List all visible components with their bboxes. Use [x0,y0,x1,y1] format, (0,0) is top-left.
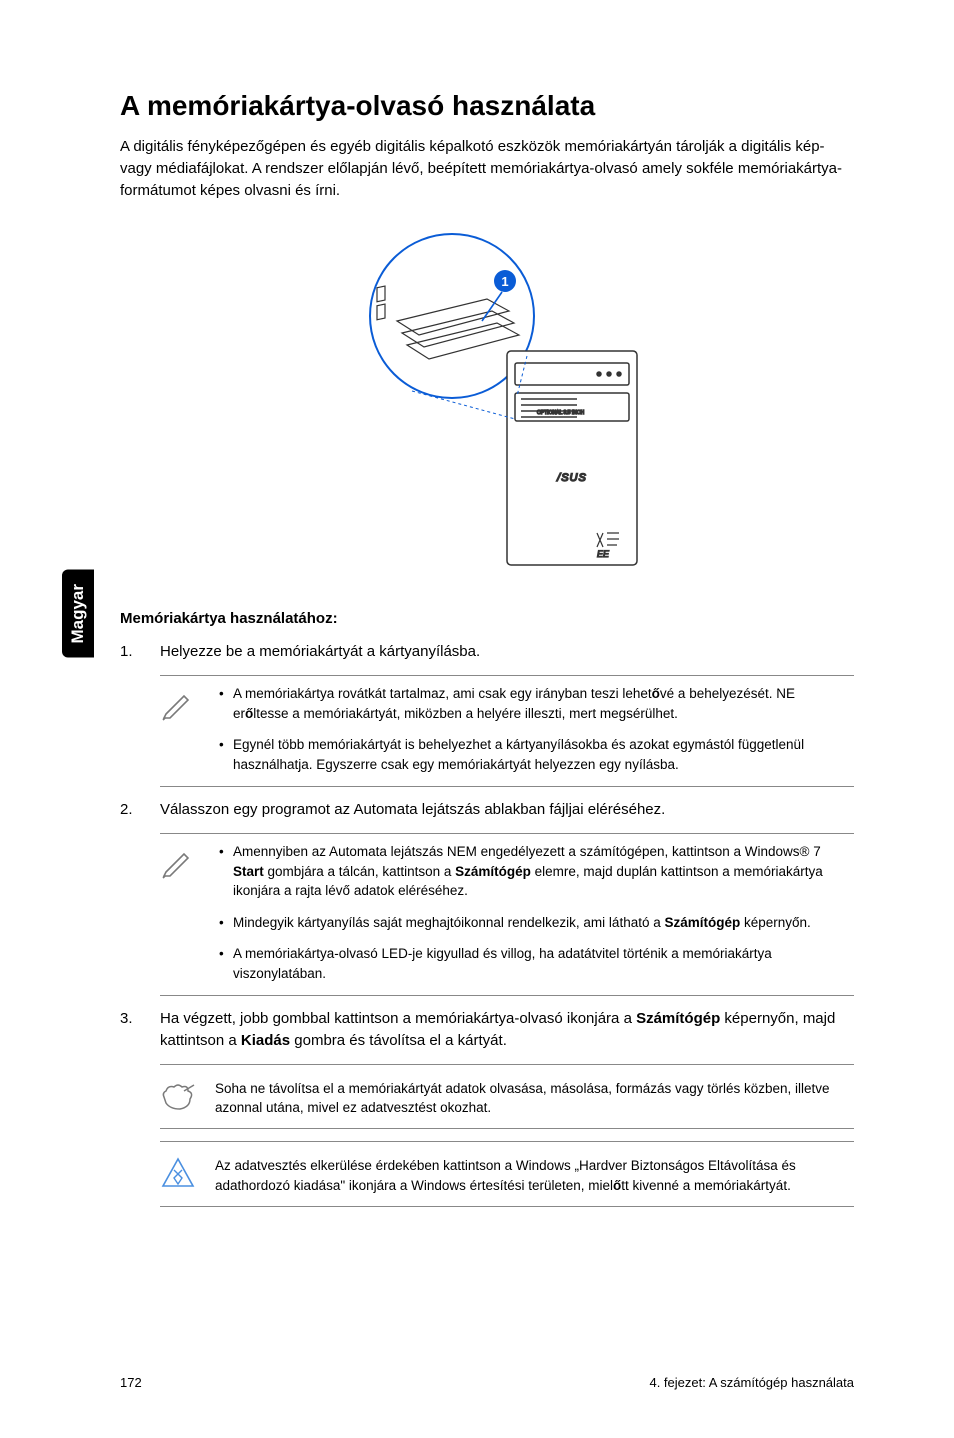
step-1: 1. Helyezze be a memóriakártyát a kártya… [120,641,854,663]
note-block-4: Az adatvesztés elkerülése érdekében katt… [160,1141,854,1207]
note2-item3: A memóriakártya-olvasó LED-je kigyullad … [215,944,854,983]
page-number: 172 [120,1375,142,1390]
pc-tower: OPTIONAL 3.5 INCH /SUS EE [507,351,637,565]
svg-text:EE: EE [597,549,610,559]
hand-icon [160,1075,215,1119]
step-3: 3. Ha végzett, jobb gombbal kattintson a… [120,1008,854,1052]
warning-icon [160,1152,215,1196]
note2-item2: Mindegyik kártyanyílás saját meghajtóiko… [215,913,854,933]
intro-paragraph: A digitális fényképezőgépen és egyéb dig… [120,136,854,201]
note1-item2: Egynél több memóriakártyát is behelyezhe… [215,735,854,774]
step-3-num: 3. [120,1008,160,1052]
page-footer: 172 4. fejezet: A számítógép használata [120,1375,854,1390]
callout-leader [482,292,502,321]
note2-item1: Amennyiben az Automata lejátszás NEM eng… [215,842,854,901]
step-1-text: Helyezze be a memóriakártyát a kártyanyí… [160,641,854,663]
language-tab: Magyar [62,570,94,658]
note-block-3: Soha ne távolítsa el a memóriakártyát ad… [160,1064,854,1130]
svg-text:/SUS: /SUS [556,472,587,484]
chapter-label: 4. fejezet: A számítógép használata [649,1375,854,1390]
step-2: 2. Válasszon egy programot az Automata l… [120,799,854,821]
note3-text: Soha ne távolítsa el a memóriakártyát ad… [215,1075,854,1119]
step-1-num: 1. [120,641,160,663]
pencil-icon [160,842,215,987]
device-illustration: 1 OPTIONAL 3.5 INCH /SUS EE [277,221,697,581]
note1-item1: A memóriakártya rovátkát tartalmaz, ami … [215,684,854,723]
callout-number: 1 [501,274,508,289]
step-3-text: Ha végzett, jobb gombbal kattintson a me… [160,1008,854,1052]
step-2-text: Válasszon egy programot az Automata lejá… [160,799,854,821]
svg-text:OPTIONAL 3.5 INCH: OPTIONAL 3.5 INCH [537,410,584,416]
subheading: Memóriakártya használatához: [120,610,854,627]
device-figure: 1 OPTIONAL 3.5 INCH /SUS EE [120,221,854,586]
step-2-num: 2. [120,799,160,821]
page-title: A memóriakártya-olvasó használata [120,90,854,122]
note-block-1: A memóriakártya rovátkát tartalmaz, ami … [160,675,854,787]
pencil-icon [160,684,215,778]
note4-text: Az adatvesztés elkerülése érdekében katt… [215,1152,854,1196]
note-block-2: Amennyiben az Automata lejátszás NEM eng… [160,833,854,996]
